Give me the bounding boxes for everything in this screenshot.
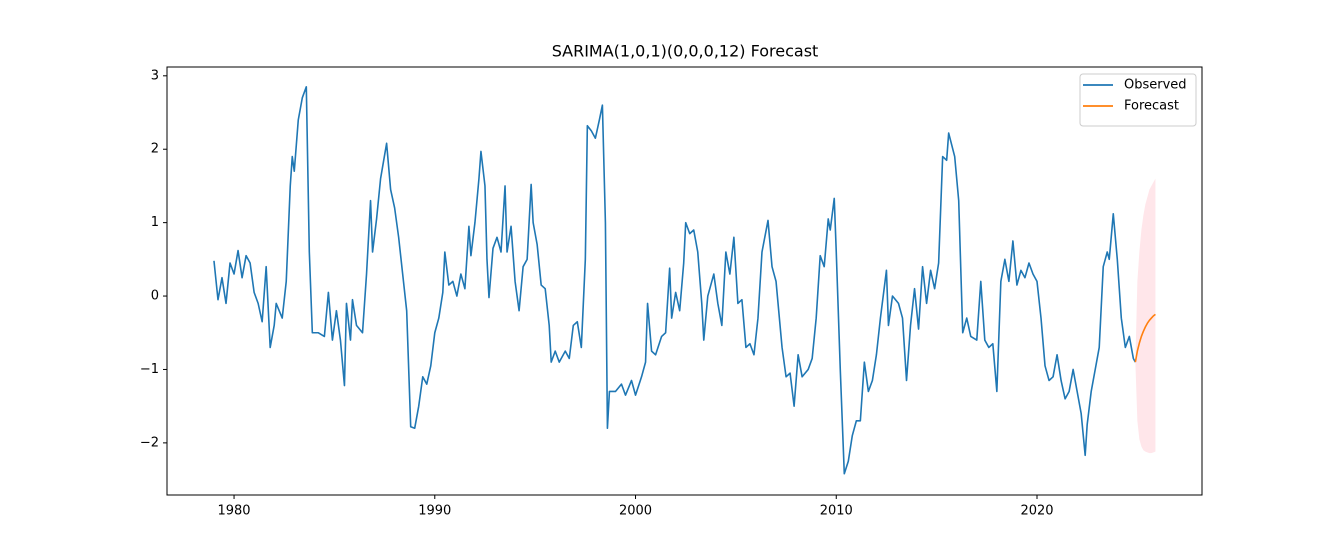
- x-tick-label: 2000: [619, 504, 652, 519]
- y-tick-label: 0: [151, 289, 159, 304]
- y-tick-label: −1: [140, 362, 159, 377]
- legend-box: [1079, 73, 1197, 127]
- legend-label: Observed: [1124, 78, 1187, 93]
- series-line: [1134, 313, 1156, 363]
- x-tick-label: 2020: [1020, 504, 1053, 519]
- y-tick-label: 3: [151, 68, 159, 83]
- plot-frame: [166, 66, 1203, 496]
- y-tick-label: 1: [151, 215, 159, 230]
- x-tick-label: 2010: [820, 504, 853, 519]
- chart-title: SARIMA(1,0,1)(0,0,0,12) Forecast: [552, 42, 819, 61]
- series-line: [213, 86, 1137, 475]
- confidence-band: [1135, 178, 1156, 454]
- x-tick-label: 1990: [418, 504, 451, 519]
- y-tick-label: −2: [140, 435, 159, 450]
- y-tick-label: 2: [151, 142, 159, 157]
- x-tick-label: 1980: [217, 504, 250, 519]
- legend-label: Forecast: [1124, 99, 1179, 114]
